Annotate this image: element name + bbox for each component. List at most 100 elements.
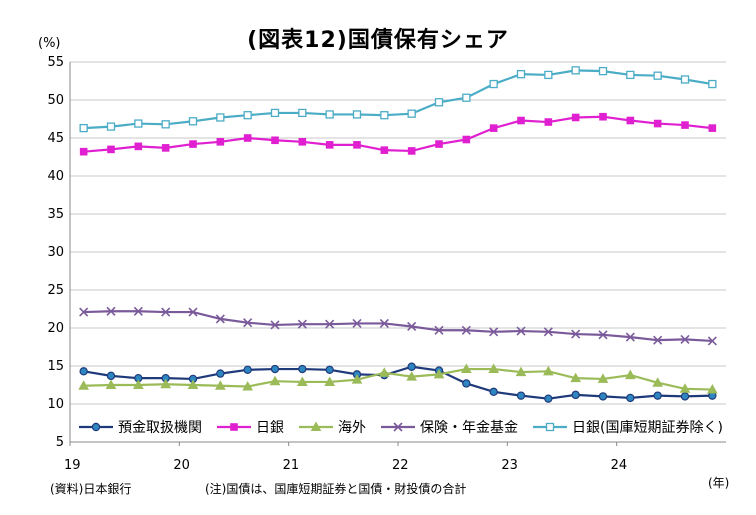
data-point [626,393,635,403]
data-point [189,140,197,148]
data-point [79,367,88,376]
y-tick-label: 10 [47,397,64,412]
data-point [434,98,444,107]
data-point [407,321,417,332]
data-point [407,147,416,155]
data-point [406,371,418,381]
data-point [653,335,663,345]
source-note: (資料)日本銀行 [50,482,132,496]
y-tick-label: 50 [47,93,64,108]
series-line [83,310,713,343]
data-point [489,124,498,132]
data-point [433,368,445,379]
y-unit-label: (%) [38,36,61,51]
data-point [215,314,225,324]
data-point [132,379,144,389]
series-4 [79,66,717,133]
data-point [543,327,553,337]
data-point [161,120,170,129]
data-point [106,306,116,316]
data-point [380,111,389,120]
data-point [599,112,607,121]
data-point [598,66,608,76]
series-2 [78,363,718,394]
data-point [271,136,279,145]
data-point [571,390,580,400]
data-point [598,330,608,340]
data-point [269,375,281,386]
series-line [83,115,713,153]
y-tick-label: 25 [47,283,64,298]
data-point [378,367,390,377]
data-point [134,142,143,151]
data-point [680,334,690,344]
data-point [516,326,526,336]
data-point [160,378,172,389]
data-point [187,379,199,389]
data-point [161,307,171,317]
data-point [270,320,280,330]
data-point [708,124,717,132]
legend-item: 日銀 [216,417,284,437]
data-point [624,369,636,380]
data-point [352,318,362,329]
data-point [517,116,525,125]
chart-title: (図表12)国債保有シェア [247,28,509,53]
legend-label: 保険・年金基金 [420,420,518,436]
legend-label: 海外 [338,420,366,436]
legend-label: 日銀 [256,420,284,436]
data-point [679,383,691,393]
data-point [270,108,280,118]
data-point [297,319,307,329]
x-tick-label: 21 [283,458,300,473]
data-point [462,379,471,388]
data-point [626,70,635,80]
y-tick-label: 45 [47,131,64,146]
data-point [325,110,334,119]
legend-symbol [79,422,113,432]
y-tick-label: 40 [47,169,64,184]
data-point [296,376,308,386]
data-point [652,377,664,387]
data-point [216,113,225,122]
data-point [243,111,252,120]
data-point [544,394,553,403]
data-point [324,376,336,386]
data-point [407,109,416,118]
data-point [680,392,690,401]
data-point [353,141,361,149]
legend: 預金取扱機関 日銀 海外 保険・年金基金 日銀(国庫短期証券除く) [78,416,728,438]
data-point [79,307,89,317]
data-point [626,116,635,125]
data-point [106,371,116,381]
series-line [83,69,713,130]
footnote: (注)国債は、国庫短期証券と国債・財投債の合計 [205,482,467,496]
data-point [680,75,690,84]
legend-symbol [299,421,333,431]
data-point [243,134,252,142]
x-tick-label: 22 [392,458,409,473]
data-point [243,365,252,374]
data-point [653,119,662,128]
y-tick-label: 30 [47,245,64,260]
data-point [515,366,527,377]
x-unit-label: (年) [708,476,730,490]
data-point [544,118,553,126]
data-point [462,93,471,102]
legend-symbol [533,422,567,432]
data-point [134,119,143,128]
data-point [242,381,254,391]
data-point [489,79,498,89]
data-point [214,380,226,390]
legend-label: 預金取扱機関 [118,420,202,436]
data-point [434,325,444,335]
legend-label: 日銀(国庫短期証券除く) [572,420,723,436]
data-point [161,144,170,152]
data-point [243,318,253,328]
data-point [78,380,90,390]
data-point [516,70,526,79]
legend-item: 海外 [298,417,366,437]
data-point [380,146,389,154]
data-point [571,113,580,122]
